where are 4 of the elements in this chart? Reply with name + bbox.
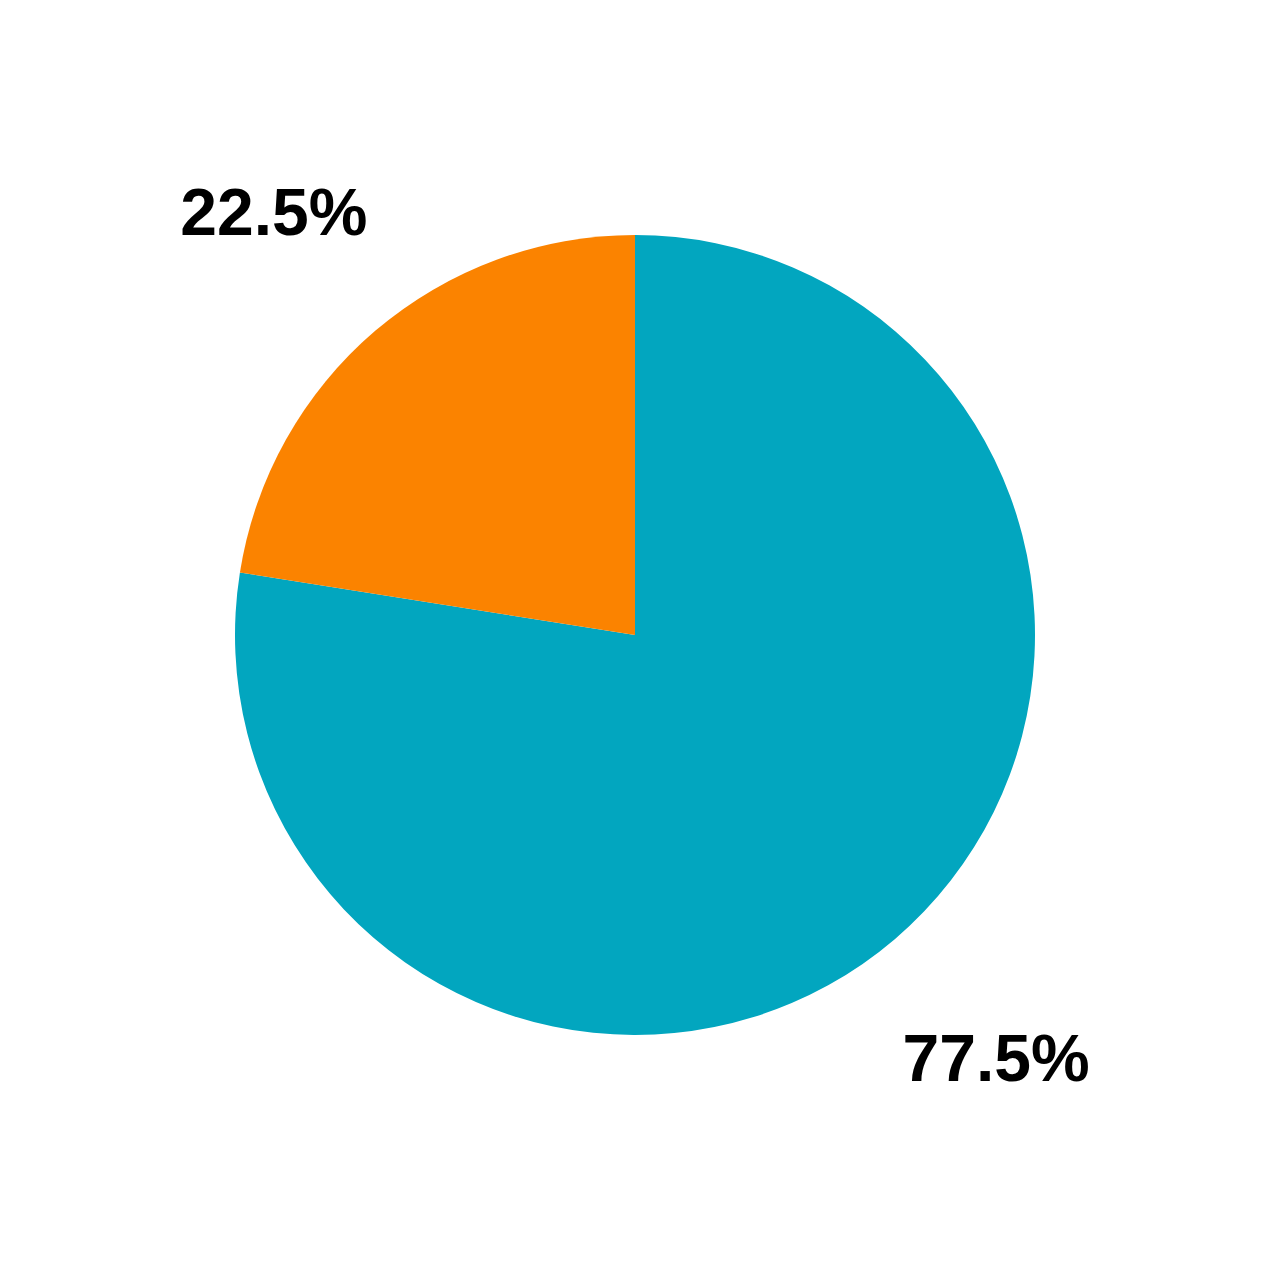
pie-slice (239, 235, 635, 635)
data-label: 77.5% (902, 1020, 1090, 1095)
data-label: 22.5% (180, 175, 368, 250)
pie-slice (235, 235, 1035, 1035)
